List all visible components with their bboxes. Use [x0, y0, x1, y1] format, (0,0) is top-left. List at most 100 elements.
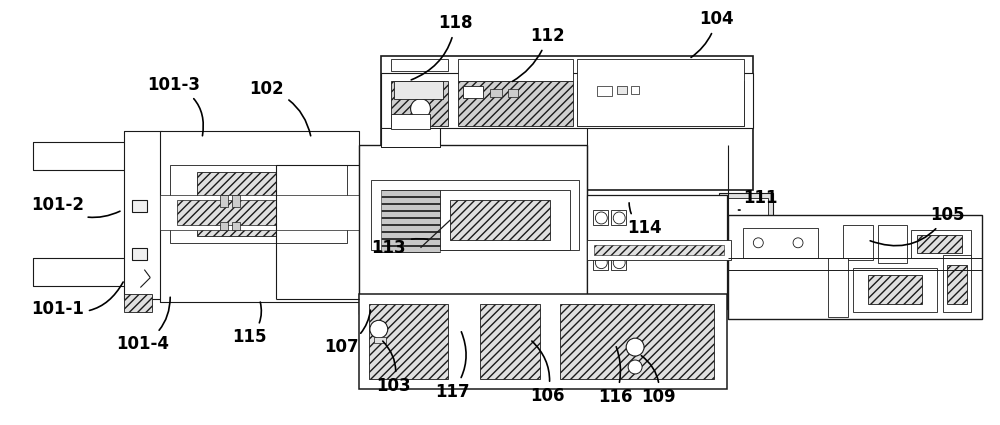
- Bar: [432, 304, 440, 314]
- Bar: [381, 73, 753, 128]
- Bar: [591, 304, 599, 314]
- Bar: [393, 319, 401, 327]
- Bar: [33, 258, 127, 286]
- Bar: [391, 59, 448, 71]
- Bar: [462, 304, 470, 314]
- Bar: [587, 195, 727, 309]
- Bar: [381, 190, 440, 196]
- Bar: [381, 246, 440, 252]
- Bar: [728, 269, 982, 319]
- Bar: [512, 319, 520, 327]
- Bar: [581, 304, 589, 314]
- Bar: [843, 225, 873, 260]
- Bar: [381, 56, 753, 190]
- Bar: [719, 193, 773, 225]
- Bar: [463, 86, 483, 98]
- Circle shape: [613, 257, 625, 269]
- Text: 118: 118: [411, 14, 473, 80]
- Bar: [828, 258, 848, 317]
- Bar: [177, 200, 276, 225]
- Bar: [492, 319, 500, 327]
- Text: 101-2: 101-2: [31, 196, 120, 218]
- Bar: [381, 197, 440, 203]
- Bar: [532, 304, 540, 314]
- Text: 105: 105: [870, 206, 964, 246]
- Bar: [232, 195, 240, 207]
- Text: 116: 116: [598, 347, 632, 406]
- Bar: [472, 304, 480, 314]
- Bar: [381, 128, 440, 147]
- Bar: [458, 81, 573, 125]
- Bar: [611, 255, 626, 269]
- Bar: [458, 59, 573, 81]
- Text: 101-1: 101-1: [31, 282, 123, 318]
- Bar: [170, 165, 347, 243]
- Bar: [581, 319, 589, 327]
- Bar: [423, 304, 430, 314]
- Circle shape: [613, 212, 625, 224]
- Bar: [724, 198, 768, 220]
- Bar: [160, 248, 359, 303]
- Circle shape: [753, 238, 763, 248]
- Bar: [413, 304, 421, 314]
- Bar: [381, 211, 440, 217]
- Bar: [383, 304, 391, 314]
- Bar: [728, 215, 982, 269]
- Circle shape: [370, 320, 388, 338]
- Bar: [542, 304, 550, 314]
- Bar: [423, 319, 430, 327]
- Bar: [381, 204, 440, 210]
- Bar: [593, 210, 608, 225]
- Bar: [160, 130, 359, 303]
- Bar: [432, 319, 440, 327]
- Bar: [611, 210, 626, 225]
- Bar: [359, 295, 727, 389]
- Bar: [359, 255, 587, 314]
- Bar: [124, 130, 162, 300]
- Bar: [232, 222, 240, 230]
- Bar: [371, 180, 579, 250]
- Circle shape: [628, 360, 642, 374]
- Bar: [197, 172, 276, 236]
- Bar: [591, 319, 599, 327]
- Bar: [943, 255, 971, 312]
- Bar: [452, 319, 460, 327]
- Bar: [132, 248, 147, 260]
- Text: 112: 112: [512, 27, 565, 82]
- Bar: [878, 225, 907, 263]
- Bar: [522, 319, 530, 327]
- Bar: [381, 218, 440, 224]
- Bar: [482, 319, 490, 327]
- Text: 114: 114: [627, 203, 661, 237]
- Bar: [160, 130, 359, 198]
- Text: 109: 109: [641, 356, 676, 406]
- Bar: [452, 304, 460, 314]
- Circle shape: [595, 257, 607, 269]
- Text: 107: 107: [324, 310, 371, 356]
- Bar: [572, 319, 579, 327]
- Bar: [442, 319, 450, 327]
- Bar: [480, 304, 540, 379]
- Bar: [593, 255, 608, 269]
- Bar: [381, 225, 440, 231]
- Bar: [502, 319, 510, 327]
- Bar: [562, 304, 570, 314]
- Bar: [383, 319, 391, 327]
- Text: 101-4: 101-4: [116, 297, 170, 353]
- Bar: [542, 319, 550, 327]
- Bar: [743, 228, 818, 258]
- Bar: [369, 304, 448, 379]
- Bar: [391, 113, 430, 128]
- Circle shape: [626, 338, 644, 356]
- Bar: [403, 319, 411, 327]
- Bar: [359, 145, 587, 210]
- Bar: [220, 222, 228, 230]
- Bar: [482, 304, 490, 314]
- Bar: [868, 275, 922, 304]
- Bar: [124, 295, 152, 312]
- Bar: [853, 268, 937, 312]
- Bar: [587, 195, 727, 269]
- Bar: [587, 240, 731, 260]
- Bar: [577, 59, 744, 125]
- Bar: [403, 304, 411, 314]
